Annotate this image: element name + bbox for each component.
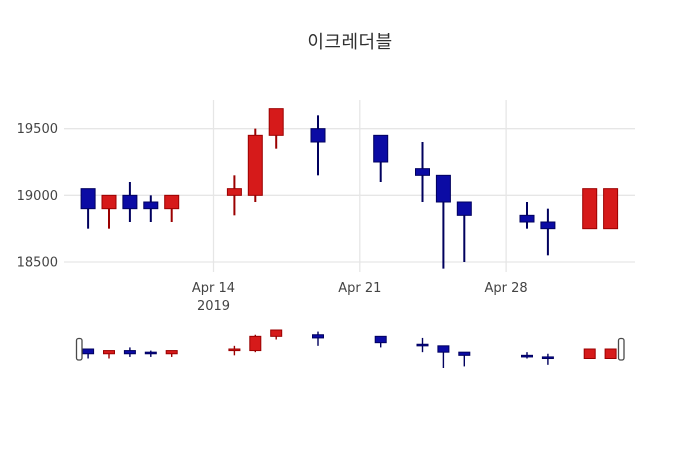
- rangeslider-left-handle[interactable]: [75, 337, 83, 361]
- candle-body: [80, 188, 96, 210]
- candle-down: [144, 350, 157, 357]
- candle-down: [540, 208, 556, 256]
- candle-body: [435, 174, 451, 203]
- candle-down: [521, 352, 533, 359]
- candle-body: [310, 128, 326, 143]
- candle-up: [226, 175, 242, 216]
- candle-body: [416, 343, 429, 347]
- x-tick-label: Apr 28: [485, 281, 528, 296]
- rangeslider-candle-layer: [82, 329, 617, 368]
- candle-body: [603, 188, 619, 230]
- candle-down: [519, 202, 535, 229]
- candle-body: [143, 201, 159, 210]
- candle-down: [80, 188, 96, 229]
- candle-body: [165, 350, 178, 355]
- candle-body: [249, 335, 262, 352]
- tick-layer: 19500 19000 18500 Apr 14 2019 Apr 21 Apr 28: [17, 122, 528, 314]
- candle-down: [415, 142, 430, 202]
- candle-body: [144, 351, 157, 355]
- grid-layer: [64, 100, 635, 272]
- x-tick-label: Apr 14: [192, 281, 235, 296]
- candle-body: [374, 335, 387, 344]
- candle-up: [164, 194, 180, 222]
- candle-body: [583, 348, 596, 359]
- candle-up: [583, 348, 596, 359]
- x-tick-label: Apr 21: [338, 281, 381, 296]
- candle-body: [164, 194, 180, 210]
- rangeslider[interactable]: [64, 329, 635, 370]
- candle-up: [603, 188, 619, 230]
- candle-up: [268, 108, 284, 149]
- candle-down: [458, 351, 471, 367]
- candle-body: [101, 194, 117, 210]
- candle-body: [521, 354, 533, 358]
- candle-down: [437, 345, 450, 368]
- candle-down: [310, 115, 326, 176]
- candle-body: [103, 350, 115, 355]
- candle-down: [374, 335, 387, 348]
- candle-layer: [80, 108, 619, 269]
- candle-body: [270, 329, 283, 337]
- candle-body: [247, 134, 263, 196]
- candle-down: [143, 195, 159, 222]
- chart-title: 이크레더블: [307, 32, 393, 53]
- candle-up: [270, 329, 283, 340]
- candle-down: [541, 353, 554, 365]
- candle-down: [373, 134, 389, 182]
- candle-up: [604, 348, 617, 359]
- candle-body: [123, 350, 136, 355]
- candle-up: [101, 194, 117, 229]
- candle-body: [228, 348, 241, 352]
- candle-up: [103, 350, 115, 359]
- candle-body: [122, 194, 138, 210]
- candle-up: [165, 350, 178, 357]
- candle-up: [247, 128, 263, 202]
- rangeslider-right-handle[interactable]: [617, 337, 625, 361]
- candle-body: [437, 345, 450, 353]
- candle-down: [123, 347, 136, 357]
- candle-body: [373, 134, 389, 163]
- candle-body: [540, 221, 556, 230]
- candle-body: [312, 334, 324, 339]
- y-tick-label: 19000: [17, 189, 58, 204]
- y-tick-label: 18500: [17, 256, 58, 271]
- y-tick-label: 19500: [17, 122, 58, 137]
- candle-body: [82, 348, 95, 355]
- candle-body: [519, 214, 535, 223]
- candle-up: [228, 345, 241, 356]
- candle-body: [456, 201, 472, 216]
- candle-body: [541, 356, 554, 360]
- plot-area[interactable]: [64, 100, 635, 272]
- candle-up: [582, 188, 598, 230]
- candle-body: [604, 348, 617, 359]
- candle-body: [268, 108, 284, 136]
- candle-body: [415, 168, 430, 176]
- candle-up: [249, 334, 262, 353]
- x-tick-year-label: 2019: [197, 299, 230, 314]
- candle-down: [416, 337, 429, 353]
- candle-body: [582, 188, 598, 230]
- candle-down: [435, 174, 451, 269]
- candle-down: [122, 182, 138, 222]
- candle-body: [458, 351, 471, 356]
- candle-body: [226, 188, 242, 196]
- candle-down: [456, 201, 472, 262]
- candle-down: [312, 331, 324, 346]
- rangeslider-track[interactable]: [64, 330, 635, 370]
